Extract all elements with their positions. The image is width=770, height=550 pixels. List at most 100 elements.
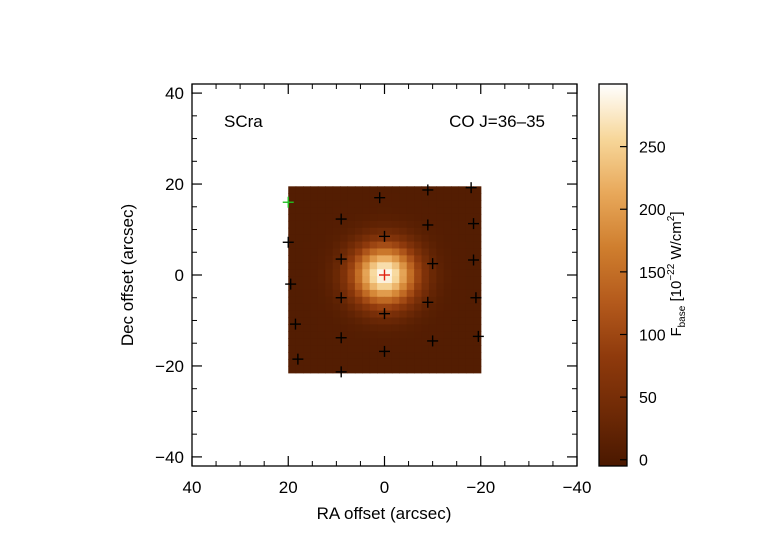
heatmap-cell xyxy=(377,193,386,201)
heatmap-cell xyxy=(362,220,371,229)
heatmap-cell xyxy=(288,193,297,201)
heatmap-cell xyxy=(362,213,371,222)
heatmap-cell xyxy=(377,262,386,270)
heatmap-cell xyxy=(473,331,482,339)
heatmap-cell xyxy=(362,255,371,263)
heatmap-cell xyxy=(317,207,326,215)
heatmap-cell xyxy=(377,331,386,339)
heatmap-cell xyxy=(399,255,408,263)
heatmap-cell xyxy=(399,193,408,201)
heatmap-cell xyxy=(310,248,319,256)
heatmap-cell xyxy=(458,207,467,215)
heatmap-cell xyxy=(317,358,326,367)
heatmap-cell xyxy=(436,234,445,243)
heatmap-cell xyxy=(340,241,349,250)
heatmap-cell xyxy=(288,352,297,360)
heatmap-cell xyxy=(428,365,437,374)
heatmap-cell xyxy=(340,227,349,236)
heatmap-cell xyxy=(354,186,363,194)
heatmap-cell xyxy=(391,193,400,201)
heatmap-cell xyxy=(436,296,445,305)
heatmap-cell xyxy=(406,276,415,284)
heatmap-cell xyxy=(436,324,445,332)
heatmap-cell xyxy=(391,276,400,284)
heatmap-cell xyxy=(332,241,341,250)
heatmap-cell xyxy=(458,241,467,250)
heatmap-cell xyxy=(295,352,304,360)
heatmap-cell xyxy=(369,338,378,346)
heatmap-cell xyxy=(310,186,319,194)
heatmap-cell xyxy=(391,269,400,277)
heatmap-cell xyxy=(458,289,467,298)
heatmap-cell xyxy=(465,331,474,339)
heatmap-cell xyxy=(399,358,408,367)
heatmap-cell xyxy=(369,365,378,374)
heatmap-cell xyxy=(295,269,304,277)
heatmap-cell xyxy=(303,207,312,215)
heatmap-cell xyxy=(332,207,341,215)
heatmap-cell xyxy=(421,358,430,367)
heatmap-cell xyxy=(362,365,371,374)
line-label: CO J=36–35 xyxy=(449,112,545,131)
heatmap-cell xyxy=(362,262,371,270)
heatmap-cell xyxy=(317,234,326,243)
heatmap-cell xyxy=(369,317,378,326)
heatmap-cell xyxy=(303,296,312,305)
heatmap-cell xyxy=(473,227,482,236)
heatmap-cell xyxy=(288,310,297,319)
heatmap-cell xyxy=(458,331,467,339)
heatmap-cell xyxy=(369,331,378,339)
heatmap-cell xyxy=(332,248,341,256)
heatmap-cell xyxy=(473,193,482,201)
heatmap-cell xyxy=(377,358,386,367)
heatmap-cell xyxy=(303,345,312,353)
heatmap-cell xyxy=(310,358,319,367)
heatmap-cell xyxy=(451,358,460,367)
heatmap-cell xyxy=(354,269,363,277)
y-axis: 40 20 0 −20 −40 xyxy=(155,84,577,467)
spaxel-marker xyxy=(374,192,386,204)
heatmap-cell xyxy=(369,227,378,236)
y-tick-label: 0 xyxy=(175,266,184,285)
heatmap-cell xyxy=(340,186,349,194)
heatmap-cell xyxy=(399,241,408,250)
heatmap-cell xyxy=(377,227,386,236)
spaxel-marker xyxy=(427,258,439,270)
heatmap-cell xyxy=(347,200,356,208)
heatmap-cell xyxy=(399,207,408,215)
heatmap-cell xyxy=(332,324,341,332)
heatmap-cell xyxy=(377,283,386,291)
heatmap-cell xyxy=(465,310,474,319)
heatmap-cell xyxy=(332,296,341,305)
heatmap-cell xyxy=(421,365,430,374)
heatmap-cell xyxy=(458,296,467,305)
heatmap-cell xyxy=(414,207,423,215)
heatmap-cell xyxy=(303,234,312,243)
heatmap-cell xyxy=(310,227,319,236)
heatmap-cell xyxy=(340,262,349,270)
heatmap-cell xyxy=(428,324,437,332)
heatmap-cell xyxy=(362,345,371,353)
heatmap-cell xyxy=(347,365,356,374)
heatmap-cell xyxy=(317,289,326,298)
heatmap-cell xyxy=(303,193,312,201)
heatmap-cell xyxy=(303,248,312,256)
heatmap-cell xyxy=(369,352,378,360)
heatmap-cell xyxy=(421,283,430,291)
heatmap-cell xyxy=(436,310,445,319)
colorbar-tick-label: 200 xyxy=(639,202,666,219)
heatmap-cell xyxy=(384,338,393,346)
heatmap-cell xyxy=(406,331,415,339)
heatmap-cell xyxy=(362,331,371,339)
heatmap-cell xyxy=(332,352,341,360)
heatmap-cell xyxy=(428,227,437,236)
heatmap-cell xyxy=(414,262,423,270)
heatmap-cell xyxy=(451,213,460,222)
heatmap-cell xyxy=(362,269,371,277)
spaxel-marker xyxy=(427,335,439,347)
heatmap-cell xyxy=(325,324,334,332)
heatmap-cell xyxy=(310,345,319,353)
spaxel-marker xyxy=(468,218,480,230)
heatmap-cell xyxy=(465,269,474,277)
heatmap-cell xyxy=(465,283,474,291)
